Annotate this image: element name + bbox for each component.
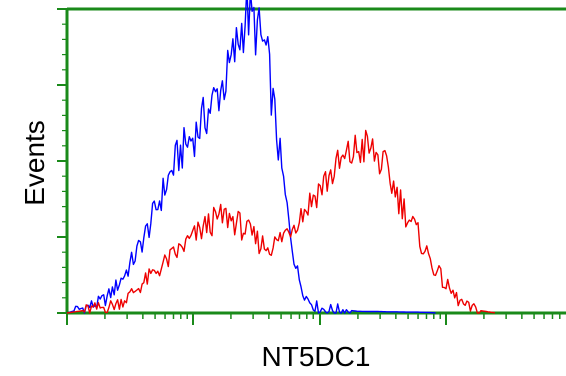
series-layer — [66, 0, 496, 314]
blue-series-line — [66, 0, 436, 314]
x-axis-label: NT5DC1 — [262, 341, 371, 372]
red-series-line — [66, 129, 496, 314]
y-axis-label: Events — [19, 120, 50, 206]
plot-frame — [65, 7, 566, 315]
axis-ticks — [57, 8, 561, 325]
